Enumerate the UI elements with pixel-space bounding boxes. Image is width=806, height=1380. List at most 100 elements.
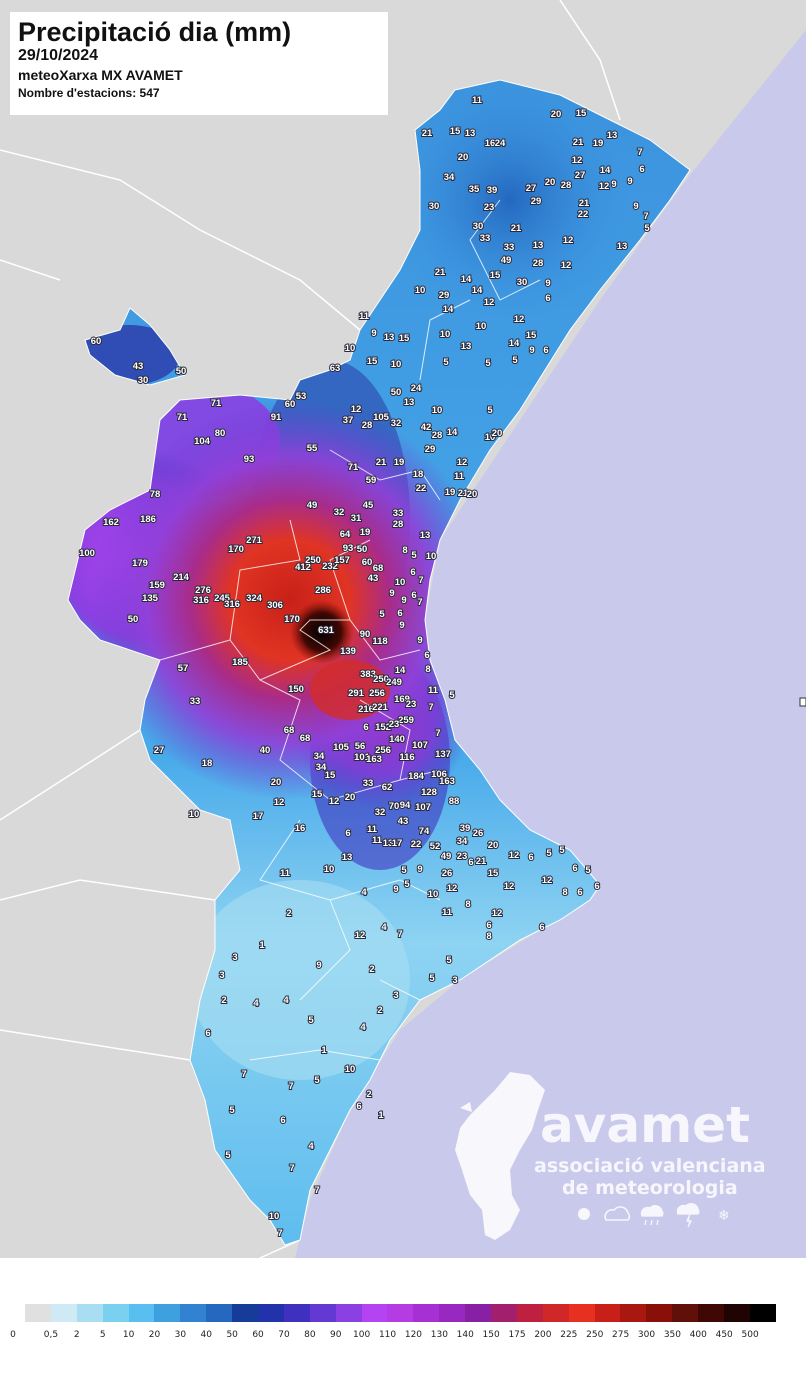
legend-label: 400	[689, 1330, 707, 1340]
legend-label: 0,5	[43, 1330, 59, 1340]
station-value: 60	[362, 557, 373, 568]
station-value: 8	[425, 664, 430, 675]
station-value: 27	[154, 745, 165, 756]
station-value: 139	[340, 646, 356, 657]
station-value: 21	[376, 457, 387, 468]
station-value: 49	[501, 255, 512, 266]
station-value: 12	[509, 850, 520, 861]
station-value: 32	[391, 418, 402, 429]
station-value: 12	[484, 297, 495, 308]
station-value: 128	[421, 787, 437, 798]
logo-line1: associació valenciana	[534, 1155, 766, 1177]
station-value: 10	[189, 809, 200, 820]
legend-swatch	[749, 1304, 776, 1322]
storm-icon	[676, 1203, 700, 1228]
station-value: 32	[375, 807, 386, 818]
station-value: 13	[461, 341, 472, 352]
station-value: 20	[551, 109, 562, 120]
station-value: 22	[416, 483, 427, 494]
station-value: 20	[271, 777, 282, 788]
station-value: 9	[633, 201, 638, 212]
station-value: 306	[267, 600, 283, 611]
station-value: 6	[280, 1115, 285, 1126]
station-value: 8	[465, 899, 470, 910]
station-value: 324	[246, 593, 263, 604]
station-value: 28	[561, 180, 572, 191]
station-value: 37	[343, 415, 354, 426]
legend-swatch	[542, 1304, 569, 1322]
legend-label: 200	[534, 1330, 552, 1340]
station-value: 32	[334, 507, 345, 518]
legend-swatch	[154, 1304, 181, 1322]
station-value: 1	[259, 940, 265, 951]
station-value: 6	[486, 920, 491, 931]
map-edge-marker	[799, 697, 806, 707]
station-value: 159	[149, 580, 165, 591]
station-value: 6	[397, 608, 402, 619]
legend-label: 50	[226, 1330, 238, 1340]
station-value: 10	[432, 405, 443, 416]
station-value: 10	[440, 329, 451, 340]
station-value: 53	[296, 391, 307, 402]
legend-swatch	[439, 1304, 466, 1322]
station-value: 7	[241, 1069, 246, 1080]
station-value: 5	[429, 973, 435, 984]
station-value: 7	[417, 597, 422, 608]
legend-swatch	[180, 1304, 207, 1322]
logo-region-silhouette-icon	[455, 1072, 545, 1240]
station-value: 49	[307, 500, 318, 511]
legend-label: 175	[508, 1330, 526, 1340]
page-title: Precipitació dia (mm)	[18, 17, 292, 47]
station-value: 15	[450, 126, 461, 137]
station-value: 221	[372, 702, 389, 713]
station-value: 137	[435, 749, 451, 760]
legend-swatch	[568, 1304, 595, 1322]
station-value: 232	[322, 561, 338, 572]
station-value: 29	[425, 444, 436, 455]
station-value: 28	[432, 430, 443, 441]
station-value: 68	[300, 733, 311, 744]
snow-icon: ❄	[718, 1207, 730, 1223]
station-value: 10	[324, 864, 335, 875]
legend-swatch	[102, 1304, 129, 1322]
station-value: 9	[417, 635, 422, 646]
station-value: 140	[389, 734, 405, 745]
station-value: 7	[397, 929, 402, 940]
station-value: 35	[469, 184, 480, 195]
station-value: 15	[312, 789, 323, 800]
station-value: 5	[404, 879, 410, 890]
station-value: 9	[399, 620, 404, 631]
legend-label: 150	[482, 1330, 500, 1340]
station-value: 259	[398, 715, 414, 726]
station-value: 23	[389, 719, 400, 730]
station-value: 157	[334, 555, 350, 566]
station-value: 5	[487, 405, 493, 416]
station-value: 383	[360, 669, 376, 680]
station-value: 30	[473, 221, 484, 232]
station-value: 169	[394, 694, 410, 705]
legend-swatch	[232, 1304, 259, 1322]
station-value: 22	[578, 209, 589, 220]
logo-line2: de meteorologia	[562, 1177, 738, 1199]
station-value: 7	[643, 211, 648, 222]
station-value: 12	[542, 875, 553, 886]
station-value: 6	[572, 863, 577, 874]
station-value: 24	[411, 383, 422, 394]
station-value: 50	[128, 614, 139, 625]
station-value: 21	[435, 267, 446, 278]
legend-label: 40	[200, 1330, 212, 1340]
station-value: 7	[418, 575, 423, 586]
station-value: 170	[228, 544, 244, 555]
legend-label: 80	[304, 1330, 316, 1340]
station-value: 6	[411, 590, 416, 601]
station-value: 34	[457, 836, 468, 847]
legend-label: 5	[99, 1330, 106, 1340]
station-value: 135	[142, 593, 159, 604]
station-value: 93	[244, 454, 255, 465]
station-value: 21	[476, 856, 487, 867]
station-value: 21	[511, 223, 522, 234]
station-value: 50	[357, 544, 368, 555]
station-value: 4	[381, 922, 387, 933]
station-value: 6	[528, 852, 533, 863]
legend-swatch	[25, 1304, 51, 1322]
